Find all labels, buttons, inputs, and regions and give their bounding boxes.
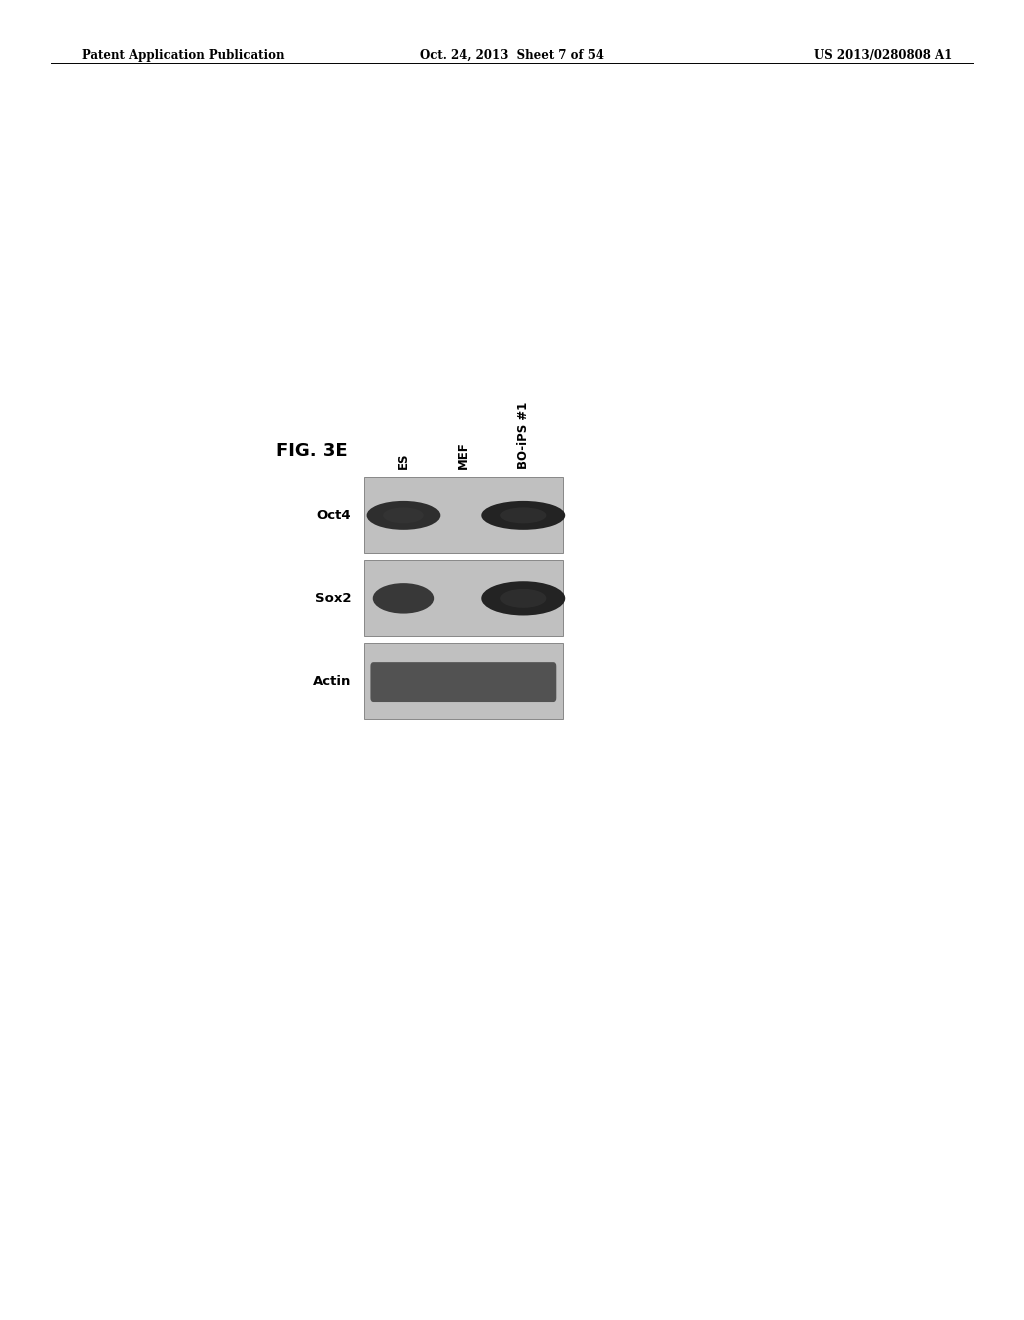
Ellipse shape: [373, 583, 434, 614]
Ellipse shape: [472, 668, 488, 689]
FancyBboxPatch shape: [364, 643, 563, 719]
Ellipse shape: [396, 676, 414, 696]
Ellipse shape: [464, 681, 495, 693]
Ellipse shape: [367, 500, 440, 529]
Ellipse shape: [481, 581, 565, 615]
FancyBboxPatch shape: [364, 560, 563, 636]
Text: Patent Application Publication: Patent Application Publication: [82, 49, 285, 62]
Text: BO-iPS #1: BO-iPS #1: [517, 401, 529, 469]
Ellipse shape: [425, 668, 459, 684]
Text: Oct4: Oct4: [316, 510, 351, 521]
Text: Sox2: Sox2: [314, 591, 351, 605]
Text: Oct. 24, 2013  Sheet 7 of 54: Oct. 24, 2013 Sheet 7 of 54: [420, 49, 604, 62]
Ellipse shape: [471, 678, 494, 693]
Ellipse shape: [500, 507, 547, 523]
Ellipse shape: [510, 680, 529, 690]
Ellipse shape: [387, 590, 421, 607]
FancyBboxPatch shape: [371, 663, 556, 702]
FancyBboxPatch shape: [364, 478, 563, 553]
Text: ES: ES: [397, 451, 410, 469]
Ellipse shape: [417, 675, 443, 688]
Text: Actin: Actin: [313, 675, 351, 688]
Text: FIG. 3E: FIG. 3E: [276, 442, 348, 461]
Text: MEF: MEF: [457, 441, 470, 469]
Ellipse shape: [481, 500, 565, 529]
Ellipse shape: [500, 589, 547, 607]
Ellipse shape: [445, 671, 466, 685]
Ellipse shape: [383, 507, 424, 523]
Text: US 2013/0280808 A1: US 2013/0280808 A1: [814, 49, 952, 62]
